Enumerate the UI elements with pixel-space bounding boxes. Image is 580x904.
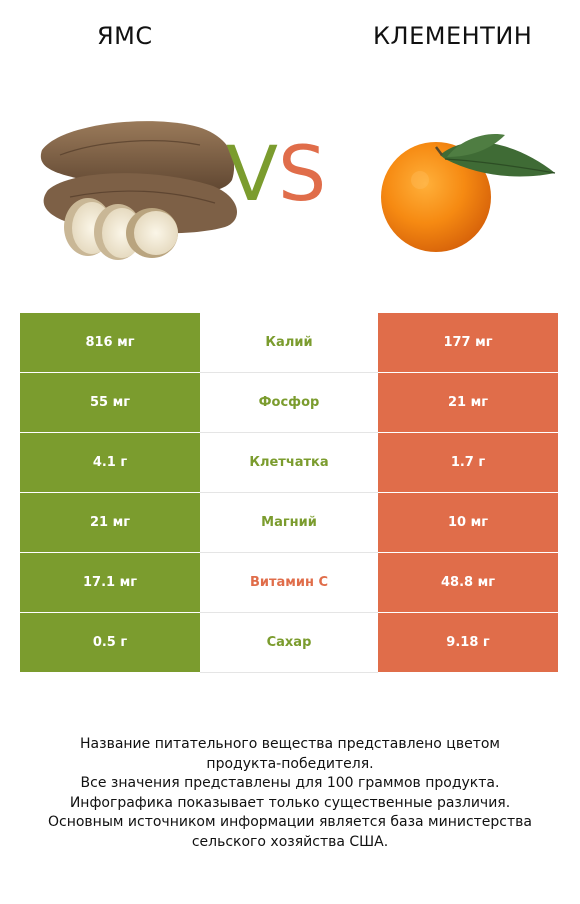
row-divider <box>200 432 378 433</box>
footnote-line: Основным источником информации является … <box>48 814 532 830</box>
products-illustration <box>40 121 556 260</box>
footnote-line: сельского хозяйства США. <box>191 833 389 850</box>
right-value: 10 мг <box>378 493 558 552</box>
footnote-line: продукта-победителя. <box>206 755 374 772</box>
right-value: 21 мг <box>378 373 558 432</box>
footnote-line: Инфографика показывает только существенн… <box>69 794 511 811</box>
left-value: 17.1 мг <box>20 553 200 612</box>
right-value: 177 мг <box>378 313 558 372</box>
right-value: 1.7 г <box>378 433 558 492</box>
left-value: 816 мг <box>20 313 200 372</box>
left-value: 4.1 г <box>20 433 200 492</box>
right-product-title: КЛЕМЕНТИН <box>373 22 533 50</box>
left-value: 0.5 г <box>20 613 200 672</box>
row-divider <box>200 552 378 553</box>
footnote-line: Все значения представлены для 100 граммо… <box>80 775 500 791</box>
right-value: 48.8 мг <box>378 553 558 612</box>
row-divider <box>200 492 378 493</box>
vs-letter-s: S <box>278 129 327 218</box>
footnote-line: Название питательного вещества представл… <box>80 736 500 752</box>
right-value: 9.18 г <box>378 613 558 672</box>
table-row: 816 мг Калий 177 мг <box>20 313 558 373</box>
table-row: 21 мг Магний 10 мг <box>20 493 558 553</box>
left-product-title: ЯМС <box>97 22 153 50</box>
nutrient-name: Клетчатка <box>200 433 378 492</box>
nutrient-name: Сахар <box>200 613 378 672</box>
nutrient-name: Магний <box>200 493 378 552</box>
nutrient-name: Фосфор <box>200 373 378 432</box>
row-divider <box>200 672 378 673</box>
yam-image <box>40 121 237 260</box>
vs-label: VS <box>226 136 326 212</box>
table-row: 17.1 мг Витамин C 48.8 мг <box>20 553 558 613</box>
nutrient-name: Витамин C <box>200 553 378 612</box>
footnote: Название питательного вещества представл… <box>10 735 570 852</box>
table-row: 4.1 г Клетчатка 1.7 г <box>20 433 558 493</box>
comparison-table: 816 мг Калий 177 мг 55 мг Фосфор 21 мг 4… <box>20 313 558 674</box>
table-row: 0.5 г Сахар 9.18 г <box>20 613 558 673</box>
row-divider <box>200 612 378 613</box>
clementine-image <box>381 134 556 252</box>
left-value: 55 мг <box>20 373 200 432</box>
vs-letter-v: V <box>226 129 278 218</box>
row-divider <box>200 372 378 373</box>
table-row: 55 мг Фосфор 21 мг <box>20 373 558 433</box>
left-value: 21 мг <box>20 493 200 552</box>
nutrient-name: Калий <box>200 313 378 372</box>
